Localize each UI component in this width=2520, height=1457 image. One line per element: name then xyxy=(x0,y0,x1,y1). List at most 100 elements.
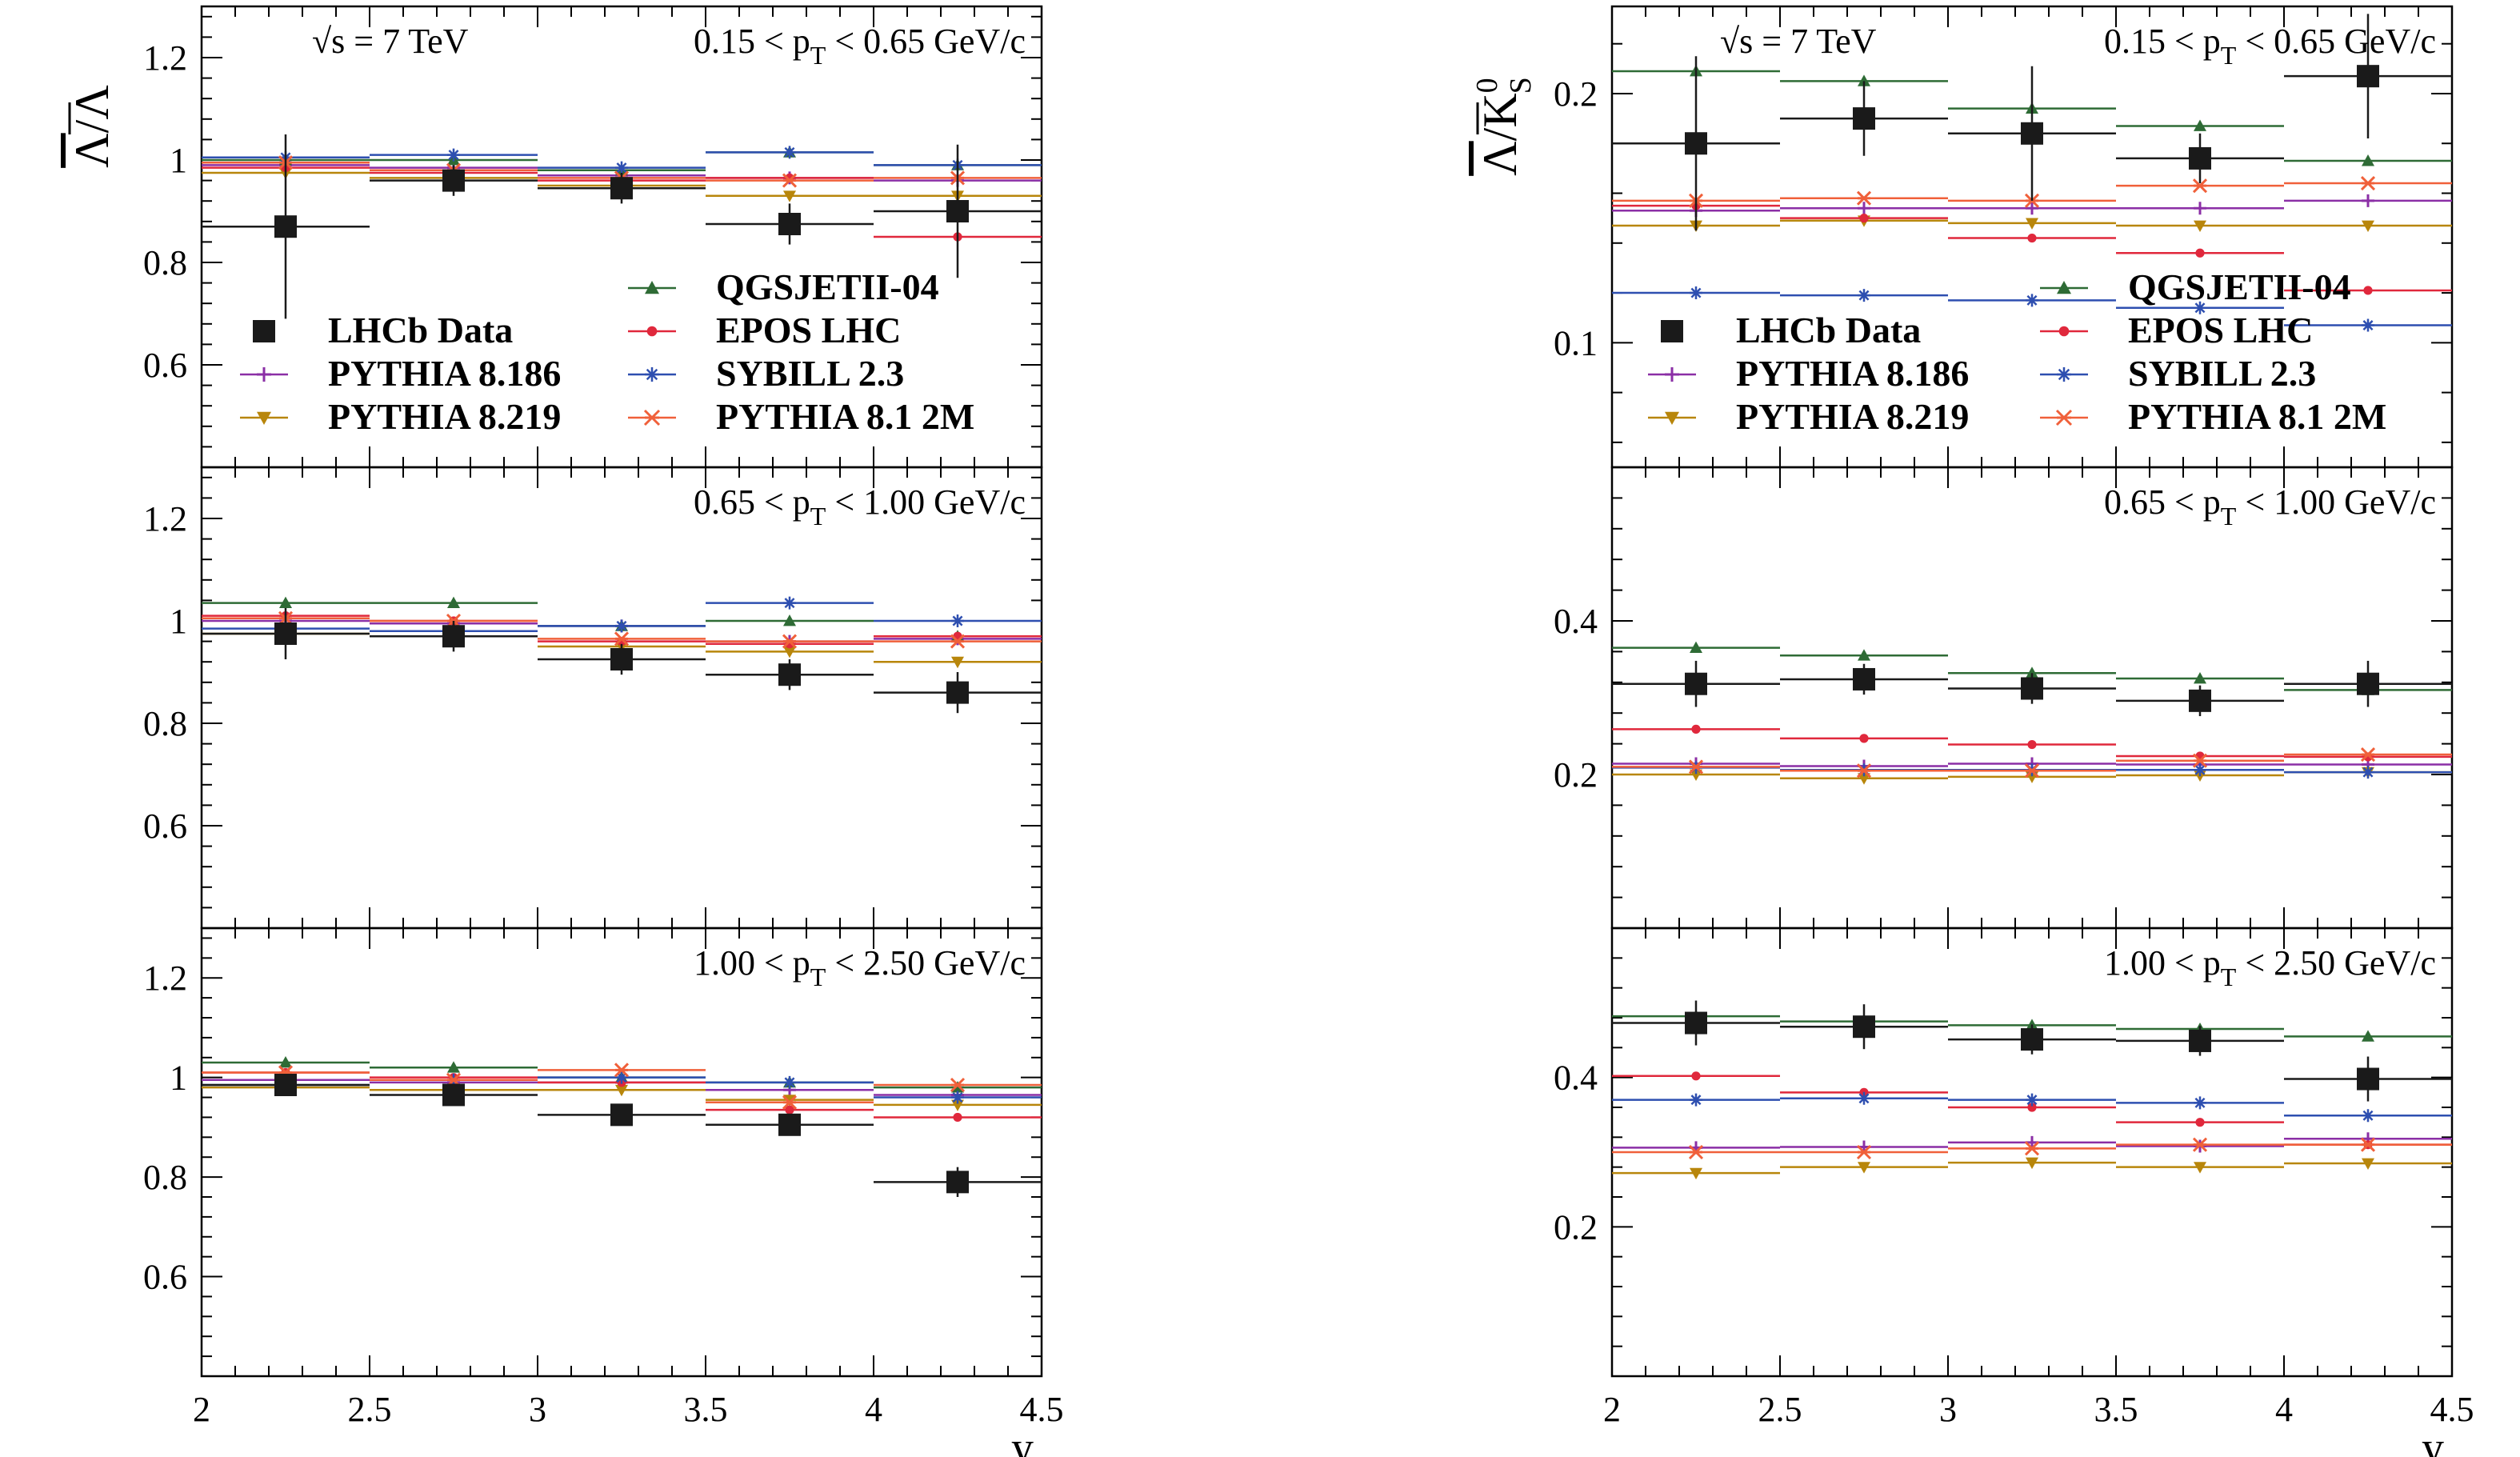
pt-range-label: 0.15 < pT < 0.65 GeV/c xyxy=(694,22,1026,70)
legend-entry: QGSJETII-04 xyxy=(2128,266,2351,307)
model-point xyxy=(615,619,628,633)
data-point xyxy=(2021,122,2043,145)
model-point xyxy=(783,646,796,658)
model-point xyxy=(951,656,964,669)
y-tick-label: 0.2 xyxy=(1554,1207,1598,1247)
model-point xyxy=(2362,766,2374,779)
model-point xyxy=(2026,1135,2038,1149)
model-point xyxy=(2362,1030,2374,1042)
model-point xyxy=(2194,1096,2206,1110)
pt-range-label: 0.65 < pT < 1.00 GeV/c xyxy=(694,482,1026,530)
data-point xyxy=(2021,1028,2043,1051)
x-tick-label: 2 xyxy=(193,1390,210,1429)
x-tick-label: 3 xyxy=(529,1390,546,1429)
model-point xyxy=(2362,194,2374,207)
legend-marker xyxy=(1661,320,1683,342)
model-point xyxy=(1858,1091,1870,1105)
y-tick-label: 0.6 xyxy=(143,346,187,385)
model-point xyxy=(1691,724,1701,734)
x-tick-label: 4.5 xyxy=(1020,1390,1064,1429)
legend-marker xyxy=(646,326,658,337)
model-point xyxy=(2194,763,2206,777)
model-point xyxy=(2026,1093,2038,1107)
legend-entry: QGSJETII-04 xyxy=(716,266,939,307)
data-point xyxy=(778,213,801,235)
model-point xyxy=(951,1099,964,1111)
y-axis-title-text: Λ/K0S xyxy=(1470,77,1538,176)
energy-label: √s = 7 TeV xyxy=(1720,22,1877,61)
data-point xyxy=(778,663,801,686)
model-point xyxy=(782,634,798,649)
legend-marker xyxy=(1665,367,1679,382)
model-point xyxy=(2362,1158,2374,1170)
model-point xyxy=(1691,1071,1701,1081)
model-point xyxy=(1690,1167,1702,1180)
model-point xyxy=(783,614,796,626)
y-tick-label: 0.4 xyxy=(1554,1059,1598,1098)
model-point xyxy=(1856,1144,1872,1160)
data-point xyxy=(1685,672,1707,695)
y-tick-label: 1 xyxy=(170,602,187,641)
data-point xyxy=(442,1083,465,1107)
model-point xyxy=(1690,641,1702,653)
y-tick-label: 1.2 xyxy=(143,38,187,78)
y-tick-label: 0.2 xyxy=(1554,755,1598,795)
model-point xyxy=(1858,649,1870,661)
data-point xyxy=(610,1103,633,1127)
panel-frame xyxy=(200,466,1043,930)
model-point xyxy=(615,1084,628,1097)
x-tick-label: 4 xyxy=(865,1390,882,1429)
legend-entry: EPOS LHC xyxy=(716,310,901,350)
data-point xyxy=(2357,1067,2379,1091)
model-point xyxy=(2194,119,2206,131)
y-tick-label: 1.2 xyxy=(143,959,187,998)
model-point xyxy=(447,1061,460,1073)
model-point xyxy=(2194,1162,2206,1174)
model-point xyxy=(782,1095,798,1110)
model-point xyxy=(2362,1109,2374,1123)
data-point xyxy=(442,625,465,648)
data-point xyxy=(946,681,969,704)
model-point xyxy=(2192,753,2208,768)
model-point xyxy=(1690,1093,1702,1107)
legend-marker xyxy=(2057,367,2071,382)
data-point xyxy=(1853,667,1875,690)
x-axis-title: y xyxy=(1011,1423,1034,1457)
legend-entry: SYBILL 2.3 xyxy=(716,353,904,394)
model-point xyxy=(2192,178,2208,194)
x-tick-label: 2.5 xyxy=(348,1390,392,1429)
data-point xyxy=(946,1171,969,1194)
text-layer: 0.6 0.8 1 1.2 0.15 < pT < 0.65 GeV/c √s = 7 T… xyxy=(66,22,2474,1457)
model-point xyxy=(950,1077,966,1093)
legend-marker xyxy=(645,281,659,294)
model-point xyxy=(2195,1118,2205,1127)
panel-frame xyxy=(200,927,1043,1378)
y-axis-title-text: Λ/Λ xyxy=(66,85,118,168)
pt-range-label: 0.65 < pT < 1.00 GeV/c xyxy=(2104,482,2436,530)
pt-range-label: 1.00 < pT < 2.50 GeV/c xyxy=(694,943,1026,991)
legend-marker xyxy=(1665,411,1679,425)
y-tick-label: 1.2 xyxy=(143,499,187,538)
model-point xyxy=(2027,233,2037,243)
model-point xyxy=(2026,294,2038,307)
data-point xyxy=(946,200,969,222)
data-point xyxy=(274,622,297,645)
model-point xyxy=(1858,74,1870,86)
data-point xyxy=(2189,689,2211,712)
model-point xyxy=(2024,763,2040,779)
y-tick-label: 0.4 xyxy=(1554,602,1598,641)
y-tick-label: 0.8 xyxy=(143,1158,187,1197)
model-point xyxy=(2027,739,2037,750)
data-point xyxy=(1853,107,1875,130)
data-point xyxy=(1853,1015,1875,1039)
data-point xyxy=(610,648,633,670)
y-tick-label: 0.8 xyxy=(143,243,187,282)
y-tick-label: 0.8 xyxy=(143,704,187,743)
data-point xyxy=(2357,672,2379,695)
model-point xyxy=(783,596,796,610)
model-point xyxy=(951,1091,964,1104)
model-point xyxy=(1690,286,1702,300)
model-point xyxy=(2362,220,2374,232)
model-point xyxy=(1859,214,1869,223)
